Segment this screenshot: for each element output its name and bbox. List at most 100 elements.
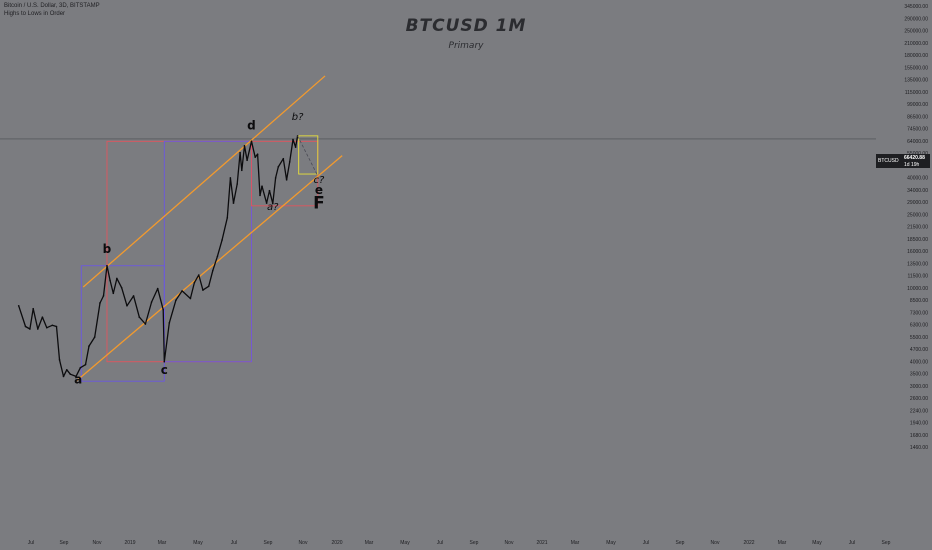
price-point-62 <box>282 157 285 160</box>
y-tick-label-0: 345000.00 <box>904 4 928 10</box>
price-point-34 <box>175 299 177 302</box>
price-point-60 <box>274 177 277 179</box>
x-tick-label-12: Jul <box>437 540 443 546</box>
price-point-4 <box>37 328 39 330</box>
channel-lower-line <box>75 155 343 382</box>
price-point-17 <box>93 336 96 338</box>
price-point-32 <box>163 360 166 363</box>
price-point-35 <box>181 290 183 292</box>
x-tick-label-15: 2021 <box>536 540 547 546</box>
price-point-38 <box>197 274 200 276</box>
y-tick-label-21: 13500.00 <box>907 261 928 267</box>
price-point-1 <box>24 325 27 328</box>
price-point-16 <box>88 345 90 347</box>
y-tick-label-4: 180000.00 <box>904 53 928 59</box>
x-tick-label-8: Nov <box>299 540 308 546</box>
price-point-49 <box>241 169 243 172</box>
price-point-59 <box>271 202 274 205</box>
y-tick-label-34: 1940.00 <box>910 421 928 427</box>
price-point-29 <box>150 301 153 303</box>
price-point-40 <box>207 285 210 288</box>
chart-title: BTCUSD 1M <box>405 16 527 36</box>
y-tick-label-7: 115000.00 <box>905 90 928 96</box>
price-point-57 <box>265 202 268 204</box>
y-tick-label-23: 10000.00 <box>907 286 928 292</box>
price-point-12 <box>69 373 72 375</box>
price-point-43 <box>221 239 223 241</box>
y-tick-label-11: 64000.00 <box>907 139 928 145</box>
x-tick-label-1: Sep <box>60 540 69 546</box>
price-point-8 <box>55 325 58 328</box>
y-tick-label-29: 4000.00 <box>910 359 928 365</box>
x-tick-label-21: 2022 <box>743 540 754 546</box>
y-tick-label-18: 21500.00 <box>907 225 928 231</box>
box-red-3 <box>251 140 319 207</box>
box-yellow-4 <box>298 135 319 175</box>
study-line[interactable]: Highs to Lows in Order <box>4 11 66 17</box>
price-point-18 <box>99 302 101 304</box>
x-tick-label-4: Mar <box>158 540 167 546</box>
price-point-64 <box>288 161 291 163</box>
last-price-tag: BTCUSD 66420.88 1d 19h <box>876 154 930 168</box>
price-point-47 <box>236 183 239 185</box>
wave-label-5: b? <box>292 112 304 123</box>
chart-subtitle: Primary <box>448 41 484 51</box>
channel-layer <box>75 75 343 382</box>
price-point-27 <box>138 316 141 318</box>
symbol-line[interactable]: Bitcoin / U.S. Dollar, 3D, BITSTAMP <box>4 3 100 9</box>
price-point-56 <box>261 185 263 187</box>
price-point-7 <box>51 324 54 327</box>
wave-label-4: a? <box>267 202 279 213</box>
wave-label-8: F <box>313 194 325 214</box>
price-point-55 <box>259 194 261 197</box>
x-tick-label-7: Sep <box>264 540 273 546</box>
y-tick-label-2: 250000.00 <box>904 29 928 35</box>
y-tick-label-15: 34000.00 <box>907 188 928 194</box>
y-tick-label-27: 5500.00 <box>910 335 928 341</box>
x-tick-label-10: Mar <box>365 540 374 546</box>
y-axis: 345000.00 290000.00 250000.00 210000.00 1800… <box>904 4 928 451</box>
wave-label-3: d <box>247 119 256 133</box>
y-tick-label-30: 3500.00 <box>910 372 928 378</box>
annotation-layer: a b c d a? b? c?eF <box>74 112 325 387</box>
y-tick-label-1: 290000.00 <box>904 16 928 22</box>
wave-label-2: c <box>161 363 168 377</box>
x-tick-label-13: Sep <box>470 540 479 546</box>
x-tick-label-14: Nov <box>505 540 514 546</box>
boxes-layer <box>0 135 876 382</box>
price-point-31 <box>162 308 164 311</box>
wave-label-7: e <box>315 183 323 197</box>
y-tick-label-16: 29000.00 <box>907 200 928 206</box>
price-point-3 <box>32 307 34 310</box>
channel-upper-line <box>82 75 326 288</box>
x-tick-label-5: May <box>193 540 203 546</box>
x-tick-label-23: May <box>812 540 822 546</box>
x-axis: Jul Sep Nov 2019 Mar May Jul Sep Nov 2020 Mar May Ju… <box>28 540 891 546</box>
price-point-48 <box>239 151 241 154</box>
series-layer <box>17 135 299 378</box>
y-tick-label-20: 16000.00 <box>907 249 928 255</box>
x-tick-label-6: Jul <box>231 540 237 546</box>
price-point-6 <box>46 326 48 329</box>
price-point-51 <box>246 159 248 162</box>
x-tick-label-17: May <box>606 540 616 546</box>
x-tick-label-18: Jul <box>643 540 649 546</box>
x-tick-label-3: 2019 <box>124 540 135 546</box>
price-point-9 <box>58 359 61 361</box>
y-tick-label-10: 74500.00 <box>907 127 928 133</box>
price-point-24 <box>120 286 123 289</box>
y-tick-label-3: 210000.00 <box>904 41 928 47</box>
y-tick-label-32: 2600.00 <box>910 396 928 402</box>
y-tick-label-17: 25000.00 <box>907 212 928 218</box>
price-point-53 <box>254 156 257 158</box>
price-point-46 <box>232 202 235 204</box>
price-point-41 <box>212 269 214 272</box>
x-tick-label-11: May <box>400 540 410 546</box>
x-tick-label-25: Sep <box>882 540 891 546</box>
box-blue-2 <box>163 140 252 363</box>
y-tick-label-36: 1460.00 <box>910 445 928 451</box>
wave-label-6: c? <box>313 175 324 186</box>
x-tick-label-19: Sep <box>676 540 685 546</box>
price-point-26 <box>132 295 135 297</box>
